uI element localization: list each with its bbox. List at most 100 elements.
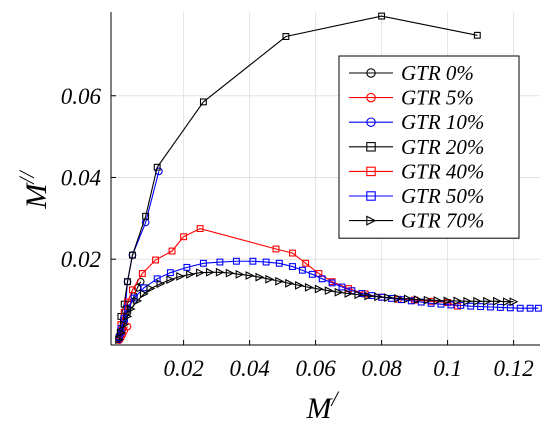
data-point [123, 312, 133, 321]
data-point [146, 284, 156, 294]
data-point [289, 249, 296, 257]
data-point [423, 295, 433, 305]
data-point [413, 295, 423, 305]
legend-entry: GTR 0% [349, 61, 474, 85]
data-point [235, 269, 245, 279]
data-point [155, 167, 163, 176]
data-point [374, 292, 384, 302]
series-line [118, 15, 478, 337]
data-point [166, 275, 176, 285]
data-point [443, 296, 453, 306]
data-point [205, 267, 215, 277]
y-axis-label-prime: // [14, 170, 39, 186]
data-point [453, 296, 463, 306]
data-point [275, 276, 285, 286]
data-point [153, 163, 161, 171]
x-tick-label: 0.12 [493, 356, 533, 381]
x-axis-label-prime: / [329, 386, 339, 411]
data-point [180, 233, 188, 241]
legend-swatch-marker [366, 191, 376, 201]
data-point [285, 278, 294, 288]
data-point [496, 303, 504, 311]
data-point [196, 225, 204, 233]
data-point [534, 304, 542, 312]
data-point [265, 274, 275, 284]
data-point [216, 258, 224, 266]
series-gtr-50- [115, 257, 542, 342]
legend-label: GTR 5% [401, 86, 474, 110]
data-point [302, 259, 310, 267]
legend-label: GTR 10% [401, 110, 484, 134]
data-point [308, 270, 316, 278]
data-point [384, 293, 393, 302]
data-point [176, 271, 186, 281]
data-point [516, 304, 524, 312]
x-tick-label: 0.04 [229, 356, 269, 381]
data-point [502, 297, 512, 307]
y-tick-label: 0.04 [61, 165, 101, 190]
data-point [493, 296, 502, 306]
data-point [126, 304, 136, 314]
data-point [245, 271, 255, 280]
data-point [272, 245, 280, 253]
data-point [120, 320, 129, 329]
series-gtr-20- [115, 12, 481, 341]
data-point [318, 275, 326, 283]
data-point [364, 291, 374, 301]
data-point [133, 296, 143, 306]
legend-swatch-marker [366, 117, 376, 127]
data-point [467, 302, 475, 310]
series-line [118, 260, 539, 338]
data-point [183, 263, 191, 271]
data-point [477, 303, 485, 311]
data-point [328, 279, 336, 287]
data-point [509, 297, 519, 307]
y-tick-label: 0.06 [61, 84, 102, 109]
data-point [394, 294, 403, 303]
legend-label: GTR 40% [401, 159, 484, 183]
x-tick-label: 0.1 [433, 356, 462, 381]
data-point [433, 296, 443, 305]
legend-label: GTR 70% [401, 209, 484, 233]
legend-entry: GTR 20% [349, 135, 484, 159]
data-point [487, 303, 494, 311]
data-point [225, 268, 235, 278]
data-point [354, 290, 364, 300]
data-point [186, 269, 195, 279]
data-point [338, 283, 346, 291]
data-point [166, 269, 174, 277]
data-point [295, 280, 304, 290]
data-point [289, 263, 296, 271]
x-tick-label: 0.02 [163, 356, 203, 381]
data-point [142, 212, 150, 220]
legend-swatch-marker [366, 215, 377, 226]
data-point [314, 284, 324, 294]
data-point [129, 286, 136, 294]
data-point [232, 257, 240, 265]
legend-entry: GTR 70% [349, 209, 484, 233]
data-point [526, 304, 534, 312]
series-layer [115, 12, 542, 345]
data-point [215, 267, 225, 277]
data-point [199, 259, 207, 267]
legend-entry: GTR 40% [349, 159, 484, 183]
legend-label: GTR 50% [401, 184, 484, 208]
legend-label: GTR 20% [401, 135, 484, 159]
legend-entry: GTR 5% [349, 86, 474, 110]
legend-swatch-marker [366, 166, 376, 177]
data-point [116, 328, 126, 338]
data-point [324, 286, 334, 296]
data-point [196, 268, 205, 278]
data-point [138, 270, 146, 277]
x-tick-label: 0.06 [295, 356, 336, 381]
legend-entry: GTR 10% [349, 110, 484, 134]
axis-labels: M/ M// [14, 170, 339, 425]
legend-swatch-marker [366, 68, 376, 78]
data-point [156, 279, 166, 289]
legend: GTR 0%GTR 5%GTR 10%GTR 20%GTR 40%GTR 50%… [338, 55, 520, 239]
data-point [168, 247, 176, 255]
data-point [334, 287, 344, 297]
data-point [199, 98, 207, 106]
data-point [152, 256, 159, 264]
